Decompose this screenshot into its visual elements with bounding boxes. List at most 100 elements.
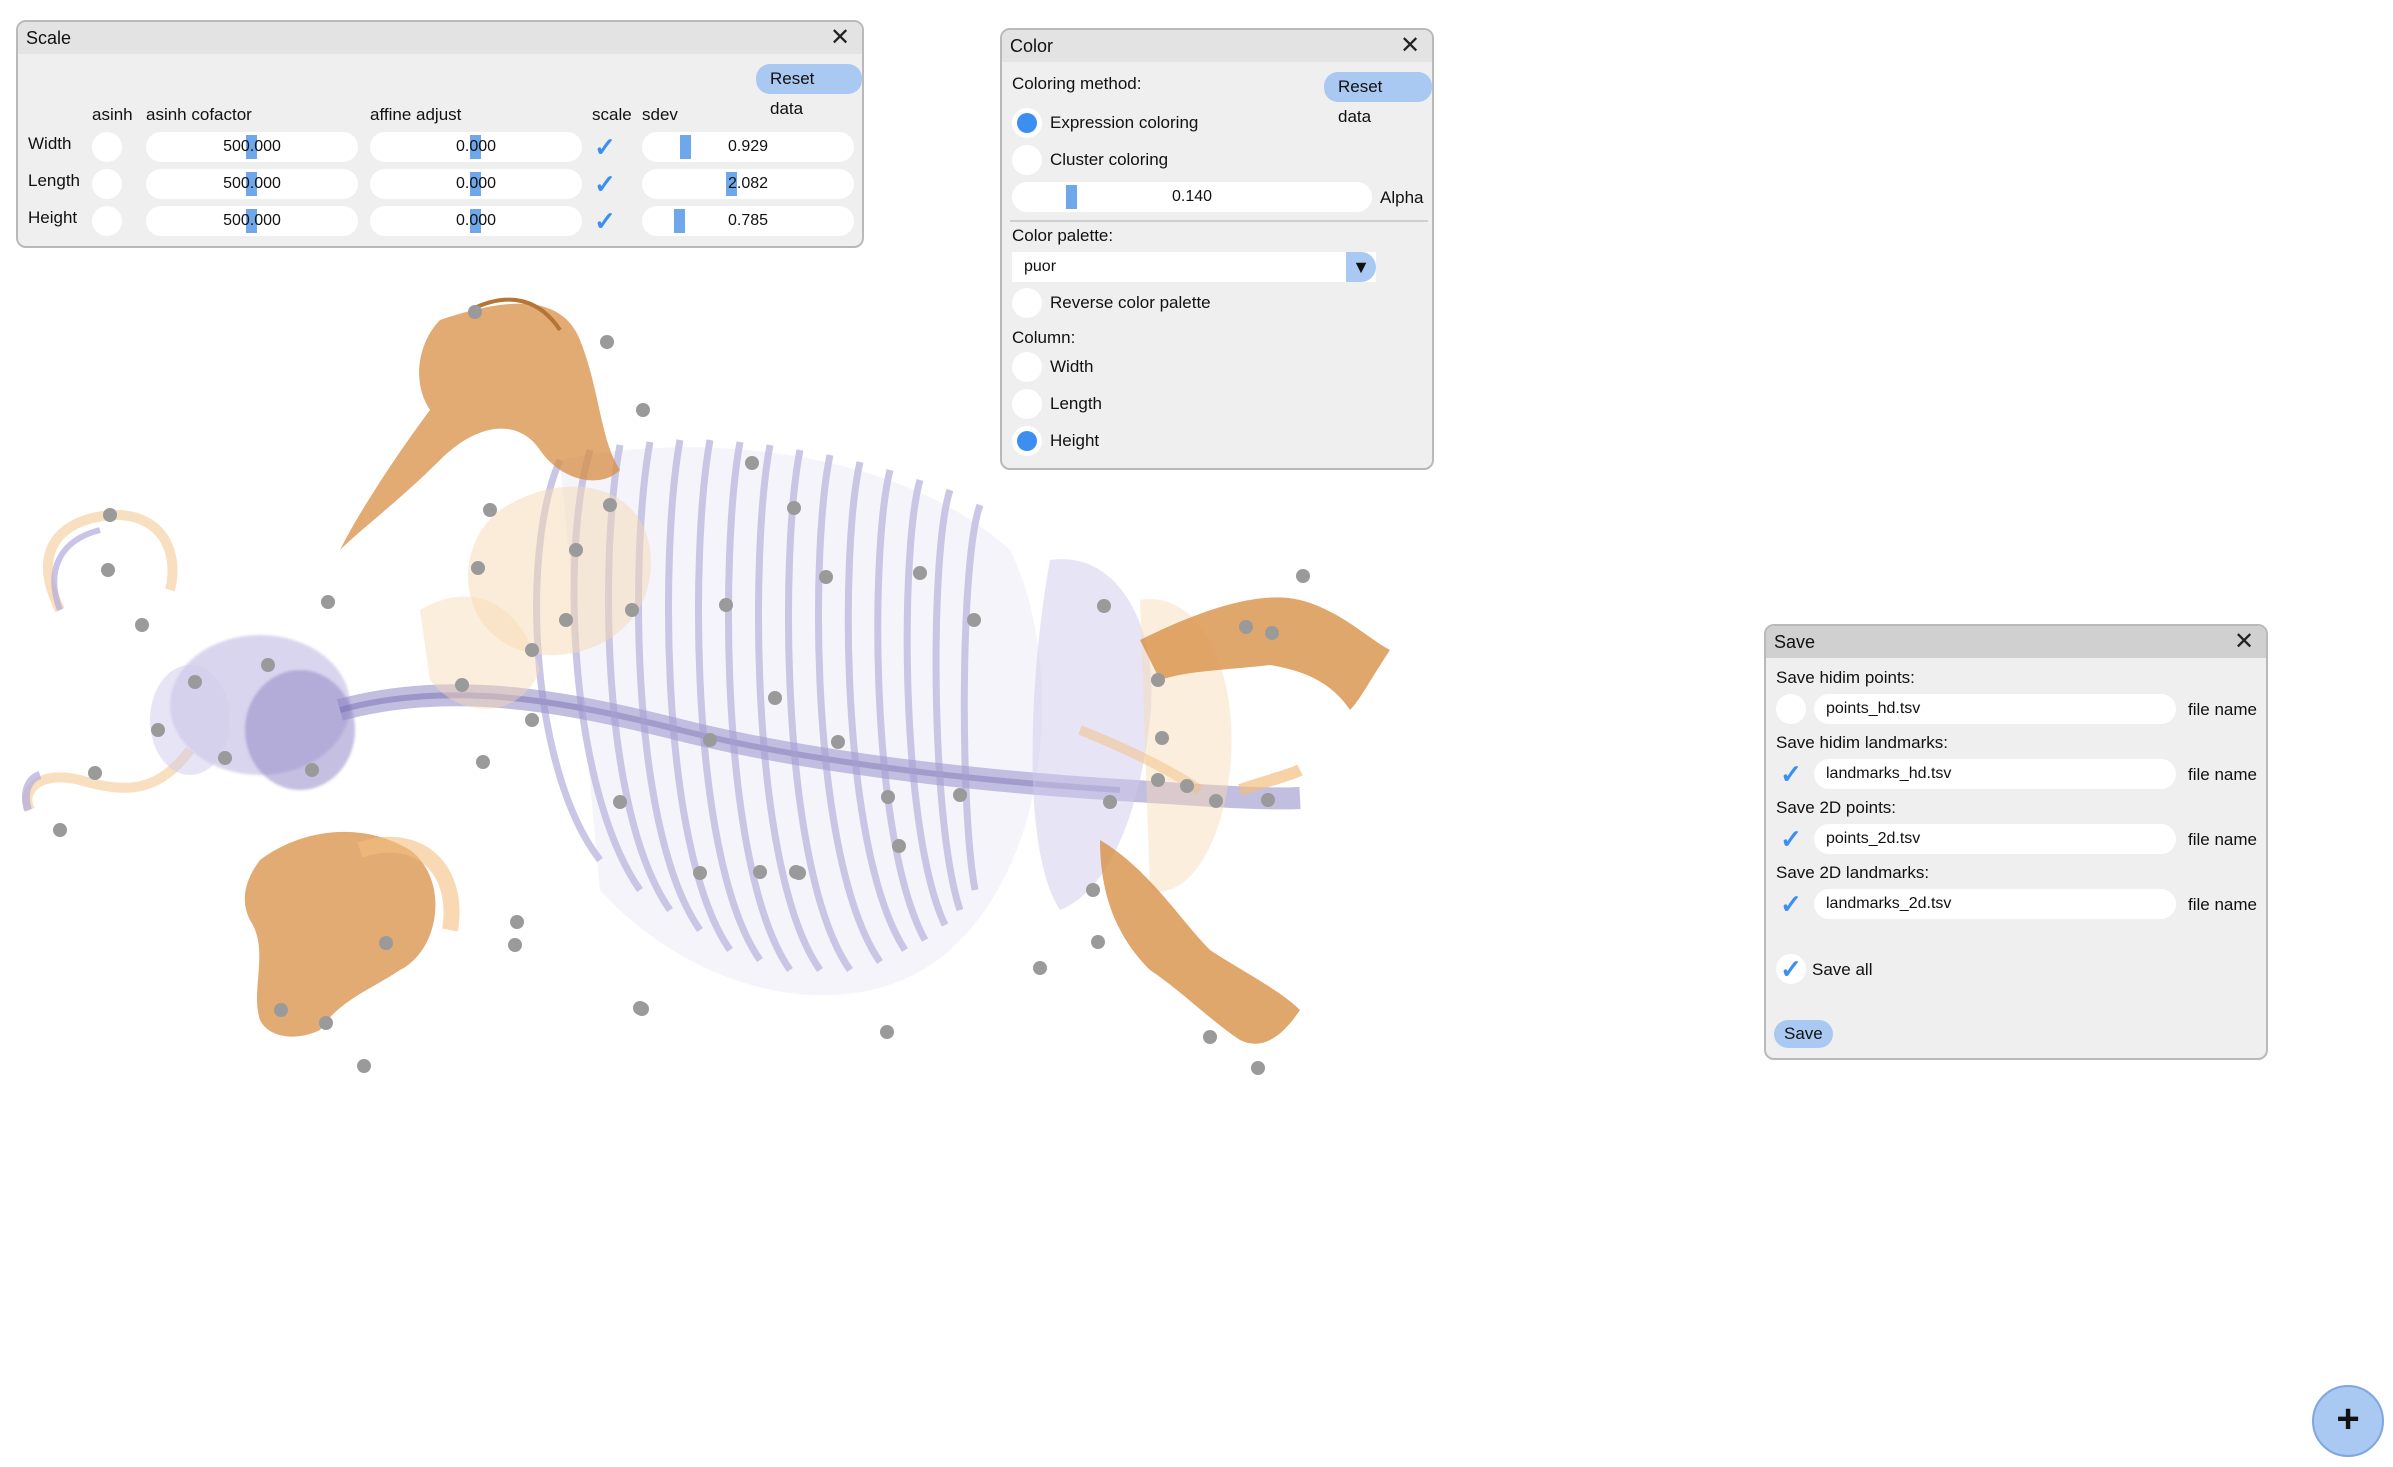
coloring-method-label: Coloring method:	[1012, 74, 1142, 93]
row-label-width: Width	[28, 134, 72, 153]
column-label-width: Width	[1050, 357, 1094, 376]
chevron-down-icon[interactable]: ▼	[1346, 252, 1376, 282]
save-hidim-points-checkbox[interactable]	[1776, 694, 1806, 724]
header-affine-adjust: affine adjust	[370, 105, 462, 124]
palette-value: puor	[1024, 258, 1057, 275]
skeleton-cloud	[21, 297, 1390, 1044]
save-panel-header[interactable]: Save ✕	[1766, 626, 2266, 658]
file-name-label: file name	[2188, 765, 2257, 784]
point-cloud-canvas[interactable]	[0, 250, 1420, 1110]
asinh-cofactor-slider-height[interactable]: 500.000	[146, 206, 358, 236]
slider-thumb[interactable]	[246, 172, 257, 196]
close-icon[interactable]: ✕	[829, 24, 851, 51]
hidim-points-filename-input[interactable]: points_hd.tsv	[1814, 694, 2176, 724]
save-hidim-landmarks-checkbox[interactable]: ✓	[1780, 759, 1802, 789]
column-radio-height[interactable]	[1012, 426, 1042, 456]
slider-value: 0.929	[727, 138, 769, 155]
save-hidim-points-label: Save hidim points:	[1776, 668, 1915, 687]
reverse-palette-checkbox[interactable]	[1012, 288, 1042, 318]
file-name-label: file name	[2188, 700, 2257, 719]
save-panel-title: Save	[1774, 632, 1816, 652]
asinh-toggle-length[interactable]	[92, 169, 122, 199]
divider	[1010, 220, 1428, 222]
reverse-palette-label: Reverse color palette	[1050, 293, 1211, 312]
expression-coloring-radio[interactable]	[1012, 108, 1042, 138]
slider-value: 500.000	[223, 175, 281, 192]
add-button[interactable]: +	[2312, 1385, 2384, 1457]
points-2d-filename-input[interactable]: points_2d.tsv	[1814, 824, 2176, 854]
slider-thumb[interactable]	[1066, 185, 1077, 209]
file-name-label: file name	[2188, 895, 2257, 914]
cluster-coloring-radio[interactable]	[1012, 145, 1042, 175]
slider-thumb[interactable]	[674, 209, 685, 233]
save-all-checkbox[interactable]: ✓	[1776, 954, 1806, 984]
save-2d-landmarks-checkbox[interactable]: ✓	[1780, 889, 1802, 919]
sdev-slider-height[interactable]: 0.785	[642, 206, 854, 236]
save-2d-points-label: Save 2D points:	[1776, 798, 1897, 817]
alpha-slider[interactable]: 0.140	[1012, 182, 1372, 212]
asinh-toggle-width[interactable]	[92, 132, 122, 162]
row-label-length: Length	[28, 171, 80, 190]
scale-checkbox-height[interactable]: ✓	[594, 206, 616, 236]
scale-checkbox-width[interactable]: ✓	[594, 132, 616, 162]
landmark-points	[53, 305, 1310, 1075]
slider-thumb[interactable]	[470, 172, 481, 196]
asinh-cofactor-slider-width[interactable]: 500.000	[146, 132, 358, 162]
row-label-height: Height	[28, 208, 78, 227]
color-palette-select[interactable]: puor ▼	[1012, 252, 1376, 282]
save-2d-landmarks-label: Save 2D landmarks:	[1776, 863, 1930, 882]
color-palette-label: Color palette:	[1012, 226, 1114, 245]
slider-value: 0.140	[1171, 188, 1213, 205]
cluster-coloring-label: Cluster coloring	[1050, 150, 1169, 169]
slider-value: 500.000	[223, 212, 281, 229]
save-all-label: Save all	[1812, 960, 1873, 979]
header-asinh-cofactor: asinh cofactor	[146, 105, 252, 124]
scale-panel-title: Scale	[26, 28, 72, 48]
alpha-label: Alpha	[1380, 188, 1424, 207]
slider-value: 0.000	[455, 138, 497, 155]
slider-thumb[interactable]	[246, 135, 257, 159]
slider-thumb[interactable]	[246, 209, 257, 233]
expression-coloring-label: Expression coloring	[1050, 113, 1199, 132]
column-radio-width[interactable]	[1012, 352, 1042, 382]
column-label: Column:	[1012, 328, 1076, 347]
slider-thumb[interactable]	[470, 209, 481, 233]
hidim-landmarks-filename-input[interactable]: landmarks_hd.tsv	[1814, 759, 2176, 789]
column-label-length: Length	[1050, 394, 1102, 413]
slider-thumb[interactable]	[680, 135, 691, 159]
close-icon[interactable]: ✕	[1399, 32, 1421, 59]
save-button[interactable]: Save	[1774, 1020, 1833, 1048]
save-2d-points-checkbox[interactable]: ✓	[1780, 824, 1802, 854]
color-panel-header[interactable]: Color ✕	[1002, 30, 1432, 62]
affine-adjust-slider-height[interactable]: 0.000	[370, 206, 582, 236]
scale-checkbox-length[interactable]: ✓	[594, 169, 616, 199]
reset-data-button[interactable]: Reset data	[756, 64, 862, 118]
landmarks-2d-filename-input[interactable]: landmarks_2d.tsv	[1814, 889, 2176, 919]
column-label-height: Height	[1050, 431, 1100, 450]
close-icon[interactable]: ✕	[2233, 628, 2255, 655]
scale-panel-header[interactable]: Scale ✕	[18, 22, 862, 54]
asinh-toggle-height[interactable]	[92, 206, 122, 236]
color-panel: Color ✕ Coloring method: Reset data Expr…	[1000, 28, 1434, 470]
header-asinh: asinh	[92, 105, 133, 124]
scale-panel: Scale ✕ Reset data asinh asinh cofactor …	[16, 20, 864, 248]
reset-data-button[interactable]: Reset data	[1324, 72, 1432, 126]
slider-value: 2.082	[727, 175, 769, 192]
slider-thumb[interactable]	[470, 135, 481, 159]
color-panel-title: Color	[1010, 36, 1054, 56]
slider-value: 500.000	[223, 138, 281, 155]
affine-adjust-slider-width[interactable]: 0.000	[370, 132, 582, 162]
sdev-slider-length[interactable]: 2.082	[642, 169, 854, 199]
column-radio-length[interactable]	[1012, 389, 1042, 419]
save-hidim-landmarks-label: Save hidim landmarks:	[1776, 733, 1948, 752]
slider-value: 0.000	[455, 175, 497, 192]
sdev-slider-width[interactable]: 0.929	[642, 132, 854, 162]
slider-value: 0.785	[727, 212, 769, 229]
save-panel: Save ✕ Save hidim points: points_hd.tsv …	[1764, 624, 2268, 1060]
file-name-label: file name	[2188, 830, 2257, 849]
asinh-cofactor-slider-length[interactable]: 500.000	[146, 169, 358, 199]
affine-adjust-slider-length[interactable]: 0.000	[370, 169, 582, 199]
header-scale: scale	[592, 105, 632, 124]
header-sdev: sdev	[642, 105, 678, 124]
slider-thumb[interactable]	[726, 172, 737, 196]
